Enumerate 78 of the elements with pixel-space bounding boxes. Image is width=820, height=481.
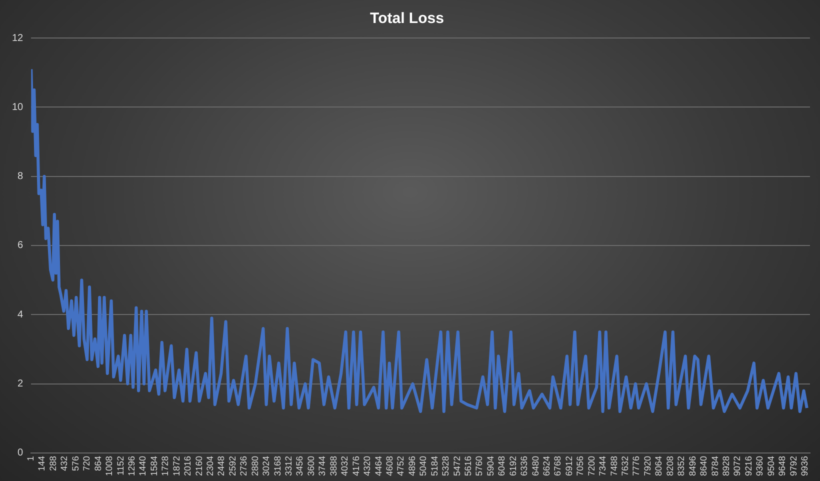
x-tick-label: 2016 (182, 456, 193, 476)
x-tick-label: 5184 (429, 456, 440, 476)
y-tick-label: 12 (12, 32, 24, 44)
x-tick-label: 3600 (306, 456, 316, 476)
x-tick-label: 2160 (194, 456, 204, 476)
x-tick-label: 5616 (462, 456, 473, 476)
x-tick-label: 3888 (328, 456, 338, 476)
x-tick-label: 4032 (340, 456, 350, 476)
x-tick-label: 7776 (631, 456, 642, 476)
x-tick-label: 8208 (664, 456, 675, 476)
x-tick-label: 4896 (406, 456, 417, 476)
x-tick-label: 1728 (160, 456, 170, 476)
x-tick-label: 1008 (104, 456, 114, 476)
x-tick-label: 1872 (171, 456, 182, 476)
x-tick-label: 4320 (362, 456, 372, 476)
x-tick-label: 288 (48, 456, 58, 472)
x-tick-label: 3024 (261, 456, 272, 476)
y-tick-label: 8 (18, 171, 24, 182)
x-tick-label: 4464 (373, 456, 384, 476)
x-tick-label: 1152 (115, 456, 126, 476)
x-tick-label: 9792 (788, 456, 798, 476)
x-tick-label: 6624 (542, 456, 552, 476)
y-tick-label: 2 (18, 378, 24, 390)
x-tick-label: 5904 (485, 456, 496, 476)
x-tick-label: 7920 (642, 456, 652, 476)
x-tick-label: 7200 (586, 456, 596, 476)
y-tick-label: 0 (18, 448, 24, 459)
x-tick-label: 8352 (676, 456, 686, 476)
x-tick-label: 3312 (284, 456, 294, 476)
x-tick-label: 6480 (530, 456, 540, 476)
x-tick-label: 8640 (698, 456, 709, 476)
y-tick-label: 6 (18, 240, 24, 252)
x-tick-label: 8784 (710, 456, 720, 476)
x-tick-label: 5328 (440, 456, 451, 476)
x-tick-label: 9504 (766, 456, 776, 476)
x-tick-label: 3744 (317, 456, 328, 476)
x-tick-label: 7632 (620, 456, 630, 476)
x-tick-label: 8496 (687, 456, 698, 476)
x-tick-label: 144 (36, 456, 47, 472)
y-tick-label: 10 (12, 102, 24, 113)
x-tick-label: 7344 (598, 456, 608, 476)
x-tick-label: 4752 (396, 456, 406, 476)
x-tick-label: 720 (82, 456, 92, 472)
x-tick-label: 2304 (205, 456, 215, 476)
x-tick-label: 432 (59, 456, 70, 472)
x-tick-label: 8064 (654, 456, 664, 476)
x-tick-label: 1296 (126, 456, 136, 476)
x-tick-label: 576 (70, 456, 80, 472)
x-tick-label: 6912 (564, 456, 574, 476)
x-tick-label: 6048 (496, 456, 507, 476)
x-tick-label: 1440 (138, 456, 148, 476)
x-tick-label: 5472 (452, 456, 462, 476)
x-tick-label: 4608 (384, 456, 394, 476)
x-tick-label: 5760 (474, 456, 484, 476)
x-tick-label: 9360 (754, 456, 765, 476)
x-tick-label: 2880 (250, 456, 260, 476)
x-tick-label: 2736 (238, 456, 249, 476)
x-tick-label: 7488 (608, 456, 619, 476)
x-tick-label: 6192 (508, 456, 518, 476)
x-tick-label: 2592 (227, 456, 238, 476)
x-tick-label: 3456 (294, 456, 305, 476)
chart-title: Total Loss (370, 10, 444, 28)
x-tick-label: 4176 (350, 456, 361, 476)
x-tick-label: 9216 (743, 456, 754, 476)
x-tick-label: 5040 (418, 456, 428, 476)
x-tick-label: 9648 (777, 456, 788, 476)
x-tick-label: 6336 (519, 456, 530, 476)
x-tick-label: 9936 (800, 456, 810, 476)
x-tick-label: 3168 (272, 456, 282, 476)
y-tick-label: 4 (18, 309, 24, 320)
x-tick-label: 7056 (575, 456, 586, 476)
x-tick-label: 1 (26, 456, 36, 461)
x-tick-label: 864 (92, 456, 103, 472)
x-tick-label: 1584 (148, 456, 159, 476)
x-tick-label: 8928 (720, 456, 731, 476)
x-tick-label: 2448 (216, 456, 226, 476)
x-tick-label: 6768 (552, 456, 563, 476)
x-tick-label: 9072 (732, 456, 742, 476)
